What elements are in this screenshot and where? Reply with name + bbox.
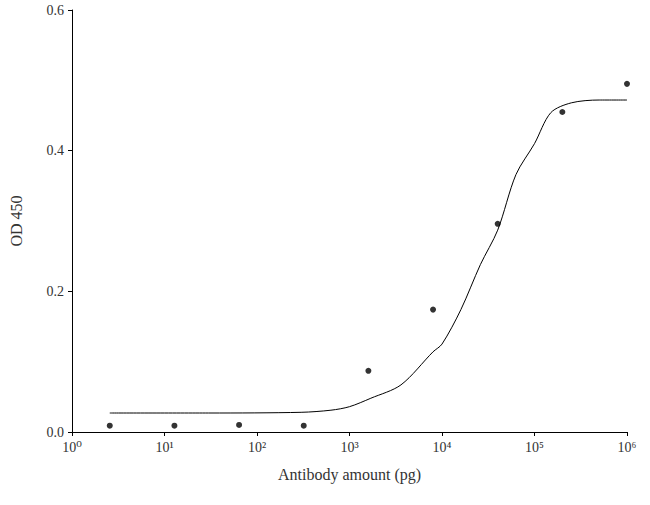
svg-text:OD 450: OD 450 <box>8 195 25 246</box>
svg-text:0.6: 0.6 <box>47 3 65 18</box>
svg-text:10⁰: 10⁰ <box>62 440 82 455</box>
svg-text:Antibody amount (pg): Antibody amount (pg) <box>278 466 421 484</box>
svg-text:0.4: 0.4 <box>47 143 65 158</box>
svg-text:0.2: 0.2 <box>47 284 65 299</box>
svg-text:10⁴: 10⁴ <box>433 440 452 455</box>
svg-text:10⁵: 10⁵ <box>525 440 544 455</box>
svg-text:0.0: 0.0 <box>47 425 65 440</box>
svg-text:10¹: 10¹ <box>155 440 173 455</box>
svg-text:10²: 10² <box>248 440 266 455</box>
svg-text:10³: 10³ <box>340 440 358 455</box>
svg-text:10⁶: 10⁶ <box>618 440 637 455</box>
